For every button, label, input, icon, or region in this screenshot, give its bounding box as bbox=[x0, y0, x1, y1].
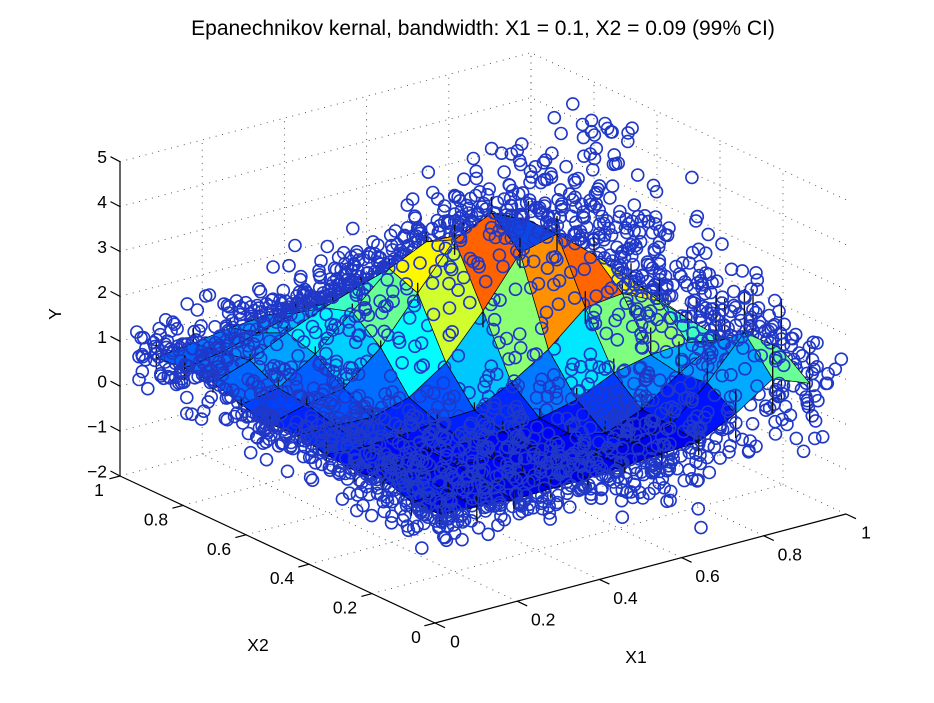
svg-text:1: 1 bbox=[861, 523, 871, 543]
svg-text:0: 0 bbox=[450, 632, 460, 652]
svg-text:2: 2 bbox=[97, 282, 107, 302]
svg-text:−2: −2 bbox=[87, 462, 107, 482]
svg-text:X2: X2 bbox=[247, 635, 268, 655]
svg-text:0: 0 bbox=[411, 627, 421, 647]
svg-text:1: 1 bbox=[97, 327, 107, 347]
svg-text:0.8: 0.8 bbox=[144, 509, 168, 529]
svg-text:Y: Y bbox=[45, 308, 65, 320]
svg-text:0.6: 0.6 bbox=[695, 566, 719, 586]
svg-text:4: 4 bbox=[97, 192, 107, 212]
svg-text:Epanechnikov kernal, bandwidth: Epanechnikov kernal, bandwidth: X1 = 0.1… bbox=[191, 17, 775, 40]
svg-text:0.2: 0.2 bbox=[333, 598, 357, 618]
svg-text:0.6: 0.6 bbox=[207, 539, 231, 559]
svg-text:0.4: 0.4 bbox=[270, 568, 295, 588]
svg-text:0.4: 0.4 bbox=[613, 588, 638, 608]
svg-text:0.2: 0.2 bbox=[531, 610, 555, 630]
svg-text:−1: −1 bbox=[87, 417, 107, 437]
svg-text:X1: X1 bbox=[625, 647, 646, 667]
svg-text:0: 0 bbox=[97, 372, 107, 392]
svg-text:0.8: 0.8 bbox=[778, 544, 802, 564]
svg-text:3: 3 bbox=[97, 237, 107, 257]
svg-text:1: 1 bbox=[94, 480, 104, 500]
svg-text:5: 5 bbox=[97, 147, 107, 167]
